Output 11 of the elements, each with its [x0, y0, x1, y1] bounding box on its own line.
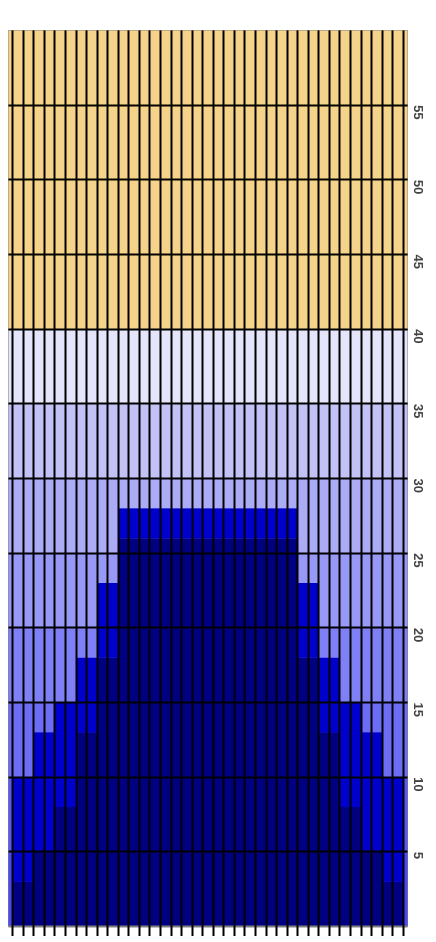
y-tick-label: 45 — [411, 254, 426, 269]
y-tick-label: 10 — [411, 777, 426, 792]
y-tick-label: 20 — [411, 628, 426, 642]
y-tick-label: 5 — [411, 852, 426, 860]
y-tick-label: 25 — [411, 553, 426, 568]
y-tick-label: 15 — [411, 702, 426, 717]
y-tick-label: 50 — [411, 180, 426, 194]
y-tick-label: 55 — [411, 105, 426, 120]
y-tick-label: 30 — [411, 478, 426, 493]
y-tick-label: 35 — [411, 404, 426, 418]
y-tick-label: 40 — [411, 329, 426, 344]
